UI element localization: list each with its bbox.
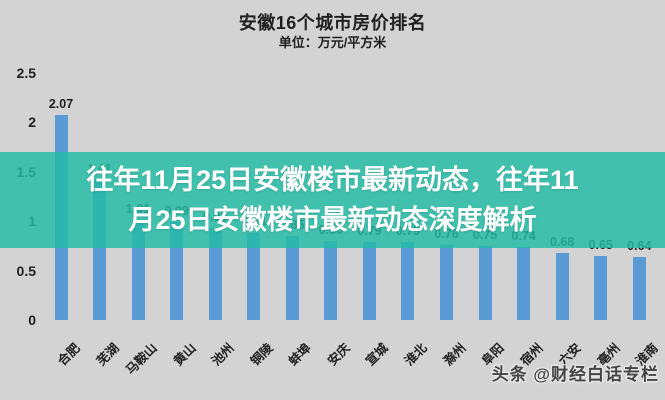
bar-六安: [555, 252, 569, 320]
bar-池州: [208, 227, 222, 320]
bar-安庆: [324, 240, 338, 320]
watermark-byline: 头条 @财经白话专栏: [491, 365, 659, 384]
x-axis-label-合肥: 合肥: [55, 340, 83, 369]
x-axis-label-淮北: 淮北: [402, 340, 430, 369]
bar-亳州: [594, 255, 608, 320]
x-axis-label-铜陵: 铜陵: [247, 340, 276, 369]
bar-宿州: [517, 246, 531, 320]
chart-subtitle: 单位：万元/平方米: [278, 35, 387, 50]
overlay-text-line2: 月25日安徽楼市最新动态深度解析: [128, 205, 537, 235]
bar-value-label: 2.07: [48, 97, 74, 112]
overlay-text-line1: 往年11月25日安徽楼市最新动态，往年11: [86, 165, 579, 195]
x-axis-label-安庆: 安庆: [324, 340, 353, 369]
bar-淮南: [632, 256, 646, 320]
bar-铜陵: [247, 232, 261, 320]
x-axis-label-宣城: 宣城: [363, 340, 392, 369]
x-axis-label-蚌埠: 蚌埠: [286, 340, 315, 369]
overlay-banner: 往年11月25日安徽楼市最新动态，往年11 月25日安徽楼市最新动态深度解析: [0, 152, 665, 248]
x-axis-label-池州: 池州: [209, 340, 237, 369]
bar-阜阳: [478, 245, 492, 320]
y-axis-tick-label: 0: [28, 312, 36, 328]
x-axis-label-马鞍山: 马鞍山: [123, 340, 160, 378]
x-axis-label-芜湖: 芜湖: [93, 340, 122, 369]
bar-淮北: [401, 241, 415, 320]
y-axis-tick-label: 0.5: [16, 262, 36, 279]
bar-宣城: [362, 241, 376, 320]
bar-滁州: [440, 244, 453, 320]
bar-蚌埠: [285, 235, 299, 320]
x-axis-label-黄山: 黄山: [170, 340, 199, 369]
y-axis-tick-label: 2.5: [16, 64, 36, 81]
y-axis-tick-label: 2: [28, 114, 36, 130]
x-axis-label-滁州: 滁州: [440, 340, 469, 369]
chart-title: 安徽16个城市房价排名: [238, 13, 427, 33]
